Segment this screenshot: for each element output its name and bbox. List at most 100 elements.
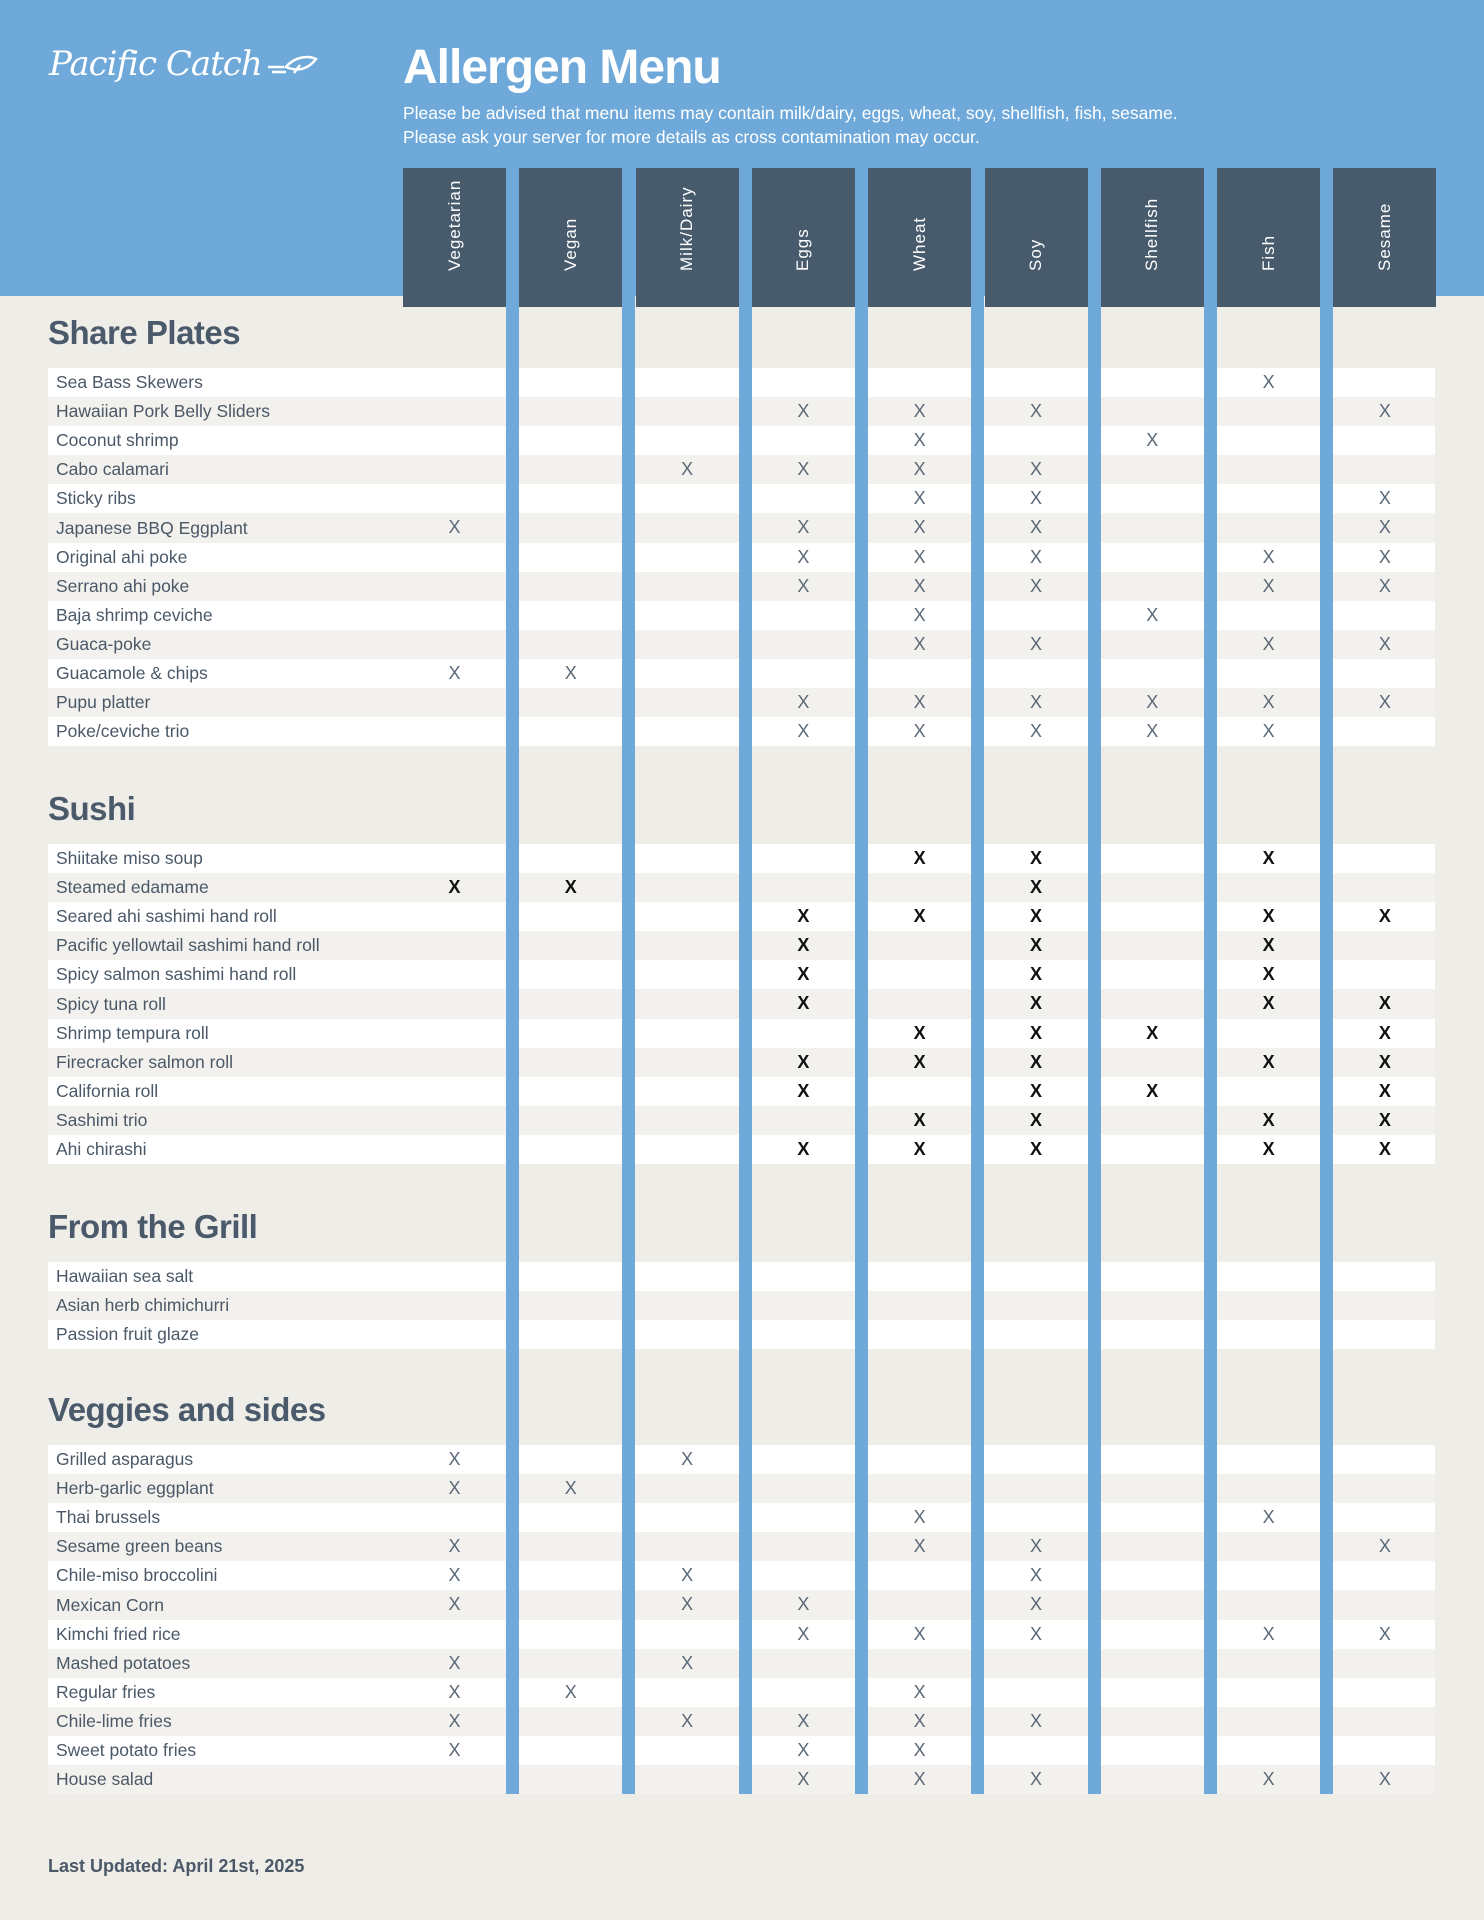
allergen-mark-vegan <box>519 1532 622 1561</box>
allergen-mark-fish <box>1217 1736 1320 1765</box>
item-name: Thai brussels <box>56 1507 161 1528</box>
section-heading: Sushi <box>48 790 136 827</box>
allergen-mark-eggs: X <box>797 964 810 985</box>
allergen-mark-vegan: X <box>564 662 577 683</box>
allergen-mark-eggs: X <box>797 935 810 956</box>
allergen-mark-shellfish <box>1101 902 1204 931</box>
column-divider <box>854 296 868 1794</box>
allergen-mark-vegan <box>519 717 622 746</box>
allergen-mark-milk-dairy <box>636 659 739 688</box>
allergen-mark-milk-dairy: X <box>681 1594 694 1615</box>
allergen-mark-shellfish <box>1101 455 1204 484</box>
allergen-mark-eggs: X <box>797 1623 810 1644</box>
allergen-mark-shellfish <box>1101 1707 1204 1736</box>
allergen-mark-shellfish: X <box>1146 1080 1159 1101</box>
allergen-mark-shellfish <box>1101 1048 1204 1077</box>
allergen-mark-vegan <box>519 989 622 1018</box>
allergen-mark-soy <box>985 426 1088 455</box>
allergen-mark-soy <box>985 1320 1088 1349</box>
column-divider <box>1203 296 1217 1794</box>
allergen-mark-shellfish <box>1101 1445 1204 1474</box>
allergen-mark-fish: X <box>1262 575 1275 596</box>
column-header-label: Fish <box>1258 234 1278 271</box>
allergen-mark-shellfish <box>1101 1620 1204 1649</box>
item-name: Sashimi trio <box>56 1109 148 1130</box>
item-name: Shrimp tempura roll <box>56 1022 209 1043</box>
allergen-mark-milk-dairy <box>636 484 739 513</box>
column-header-soy: Soy <box>984 168 1088 307</box>
allergen-mark-fish <box>1217 1445 1320 1474</box>
allergen-mark-fish <box>1217 1707 1320 1736</box>
allergen-mark-sesame: X <box>1378 546 1391 567</box>
item-name: Kimchi fried rice <box>56 1623 181 1644</box>
allergen-mark-milk-dairy <box>636 1135 739 1164</box>
allergen-mark-milk-dairy: X <box>681 1449 694 1469</box>
allergen-mark-vegetarian <box>403 1048 506 1077</box>
allergen-mark-sesame: X <box>1378 1536 1391 1557</box>
allergen-mark-soy <box>985 1262 1088 1291</box>
allergen-mark-vegan <box>519 1077 622 1106</box>
allergen-mark-milk-dairy: X <box>681 1710 694 1731</box>
allergen-mark-wheat: X <box>913 546 926 567</box>
allergen-mark-fish: X <box>1262 964 1275 985</box>
section-heading: From the Grill <box>48 1208 258 1245</box>
allergen-mark-eggs: X <box>797 575 810 596</box>
allergen-mark-sesame <box>1333 1262 1436 1291</box>
column-header-sesame: Sesame <box>1333 168 1437 307</box>
allergen-mark-vegetarian <box>403 397 506 426</box>
allergen-mark-milk-dairy <box>636 1736 739 1765</box>
allergen-mark-soy: X <box>1029 964 1042 985</box>
allergen-mark-fish: X <box>1262 692 1275 713</box>
allergen-mark-milk-dairy <box>636 543 739 572</box>
allergen-mark-soy <box>985 1503 1088 1532</box>
advisory-line-2: Please ask your server for more details … <box>403 127 980 147</box>
allergen-mark-wheat: X <box>913 1109 926 1130</box>
allergen-mark-shellfish <box>1101 513 1204 542</box>
allergen-mark-soy <box>985 1445 1088 1474</box>
allergen-mark-shellfish <box>1101 1106 1204 1135</box>
item-name: Grilled asparagus <box>56 1449 194 1470</box>
allergen-mark-sesame <box>1333 1445 1436 1474</box>
allergen-mark-eggs: X <box>797 906 810 927</box>
item-name: Sweet potato fries <box>56 1739 197 1760</box>
allergen-mark-milk-dairy <box>636 1532 739 1561</box>
allergen-mark-sesame <box>1333 1678 1436 1707</box>
allergen-mark-wheat: X <box>913 721 926 742</box>
column-header-label: Wheat <box>909 216 929 271</box>
allergen-mark-sesame: X <box>1378 906 1391 927</box>
allergen-mark-eggs <box>752 426 855 455</box>
column-divider <box>622 296 636 1794</box>
allergen-mark-vegan <box>519 630 622 659</box>
item-name: Passion fruit glaze <box>56 1324 199 1345</box>
allergen-mark-milk-dairy <box>636 513 739 542</box>
allergen-mark-vegan <box>519 543 622 572</box>
allergen-mark-vegetarian: X <box>448 1449 461 1469</box>
allergen-mark-fish: X <box>1262 906 1275 927</box>
item-name: Original ahi poke <box>56 546 188 567</box>
allergen-mark-shellfish <box>1101 397 1204 426</box>
allergen-mark-fish <box>1217 1262 1320 1291</box>
allergen-mark-milk-dairy <box>636 426 739 455</box>
allergen-mark-vegetarian <box>403 1320 506 1349</box>
allergen-mark-wheat: X <box>913 906 926 927</box>
column-header-label: Vegan <box>560 217 580 271</box>
allergen-mark-milk-dairy <box>636 1765 739 1794</box>
section-heading: Veggies and sides <box>48 1391 326 1428</box>
allergen-mark-vegetarian <box>403 844 506 873</box>
allergen-mark-shellfish: X <box>1146 721 1159 742</box>
column-header-label: Sesame <box>1374 202 1394 271</box>
allergen-mark-wheat <box>868 1590 971 1619</box>
allergen-mark-vegetarian: X <box>448 1710 461 1731</box>
column-header-label: Milk/Dairy <box>677 186 697 271</box>
column-header-wheat: Wheat <box>868 168 972 307</box>
allergen-mark-soy: X <box>1029 401 1042 422</box>
allergen-mark-fish <box>1217 601 1320 630</box>
allergen-mark-milk-dairy <box>636 1291 739 1320</box>
column-header-milk-dairy: Milk/Dairy <box>635 168 739 307</box>
allergen-mark-fish: X <box>1262 546 1275 567</box>
item-name: Hawaiian Pork Belly Sliders <box>56 401 270 422</box>
allergen-mark-shellfish <box>1101 1678 1204 1707</box>
allergen-mark-vegetarian: X <box>448 1652 461 1673</box>
column-header-eggs: Eggs <box>751 168 855 307</box>
allergen-mark-fish: X <box>1262 721 1275 742</box>
